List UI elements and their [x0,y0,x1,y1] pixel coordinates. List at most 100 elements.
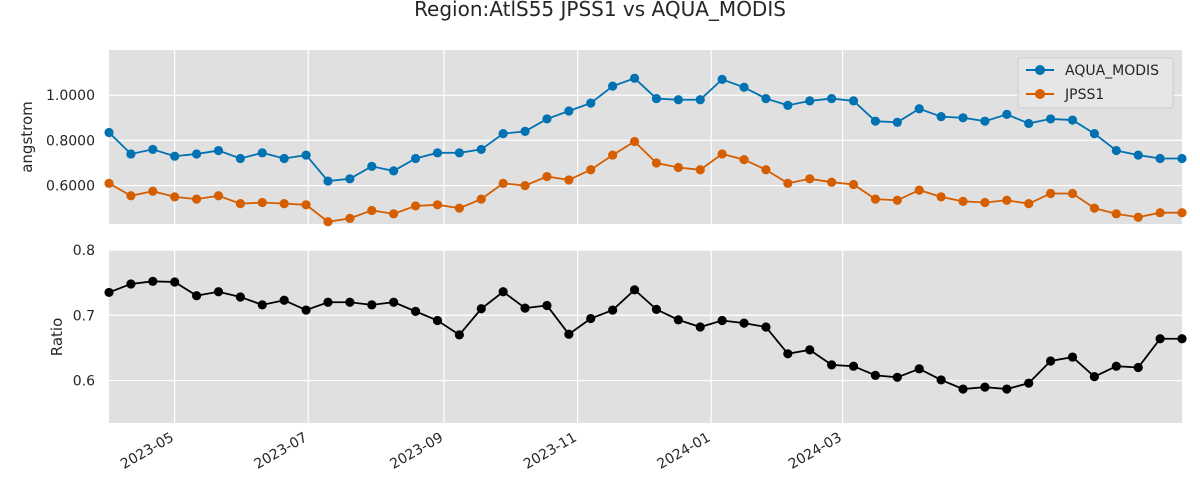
top-point-jpss1 [410,201,421,211]
top-point-aqua-modis [104,127,114,138]
top-point-jpss1 [1002,195,1012,205]
top-point-aqua-modis [892,117,902,127]
x-tick-label: 2023-11 [521,430,580,473]
top-point-jpss1 [695,165,705,175]
bottom-point-ratio [1046,356,1056,366]
top-point-jpss1 [520,180,530,191]
bottom-point-ratio [257,300,267,310]
top-point-aqua-modis [1046,114,1056,124]
top-point-jpss1 [170,192,180,202]
bottom-y-axis-label: Ratio [48,318,66,357]
top-point-jpss1 [432,200,443,210]
bottom-plot-background [109,250,1182,423]
top-point-jpss1 [257,197,267,208]
top-point-jpss1 [104,178,114,188]
bottom-point-ratio [367,300,377,310]
top-point-jpss1 [564,175,574,185]
x-tick-label: 2024-01 [655,430,714,473]
bottom-y-ticks: 0.6 0.7 0.8 [73,243,95,390]
top-point-jpss1 [980,197,990,208]
top-point-aqua-modis [739,82,749,92]
top-point-aqua-modis [827,93,837,104]
x-tick-label: 2023-05 [118,430,177,473]
top-point-aqua-modis [717,74,727,84]
top-point-jpss1 [1133,212,1143,222]
top-point-aqua-modis [936,112,946,122]
bottom-point-ratio [476,304,486,314]
bottom-point-ratio [1111,361,1121,371]
bottom-point-ratio [170,277,180,287]
top-point-jpss1 [1046,188,1056,199]
bottom-point-ratio [651,304,662,315]
top-point-aqua-modis [958,113,968,123]
top-point-aqua-modis [870,116,881,126]
top-point-aqua-modis [1177,153,1187,164]
bottom-point-ratio [914,364,924,374]
top-y-tick-label: 1.0000 [46,88,95,104]
top-point-aqua-modis [235,153,245,164]
bottom-point-ratio [213,287,224,297]
bottom-point-ratio [454,330,464,340]
x-tick-label: 2023-09 [387,430,446,473]
top-point-aqua-modis [586,98,596,108]
bottom-y-tick-label: 0.7 [73,308,95,324]
top-point-jpss1 [476,194,486,204]
top-point-jpss1 [542,171,552,182]
top-point-aqua-modis [542,114,552,124]
bottom-point-ratio [410,306,421,316]
bottom-point-ratio [235,292,245,302]
top-point-aqua-modis [126,149,136,159]
top-point-aqua-modis [191,149,202,159]
bottom-point-ratio [191,291,202,301]
bottom-y-tick-label: 0.6 [73,374,95,390]
bottom-point-ratio [608,305,618,315]
top-point-aqua-modis [520,126,530,136]
top-point-jpss1 [827,177,837,187]
legend: AQUA_MODIS JPSS1 [1017,57,1174,109]
bottom-point-ratio [1067,352,1078,362]
top-point-jpss1 [1111,209,1121,219]
bottom-point-ratio [520,303,530,313]
top-point-aqua-modis [1002,109,1012,120]
bottom-point-ratio [301,305,311,315]
legend-marker-jpss1 [1035,89,1045,99]
top-point-aqua-modis [564,106,574,116]
top-y-tick-label: 0.6000 [46,179,95,195]
bottom-point-ratio [980,382,990,392]
top-point-jpss1 [389,209,399,219]
bottom-point-ratio [761,322,771,332]
top-point-aqua-modis [783,100,793,110]
top-point-aqua-modis [498,129,508,139]
bottom-point-ratio [104,287,114,298]
x-tick-label: 2023-07 [252,430,311,473]
bottom-series [104,276,1187,394]
top-point-jpss1 [914,185,924,195]
top-point-aqua-modis [389,166,399,176]
bottom-point-ratio [1177,334,1187,344]
bottom-point-ratio [345,297,355,307]
top-point-aqua-modis [213,145,224,156]
top-point-jpss1 [1177,208,1187,218]
top-point-aqua-modis [257,148,267,158]
top-plot-background [109,50,1182,224]
top-point-jpss1 [1155,208,1165,218]
top-point-jpss1 [345,213,355,223]
top-point-aqua-modis [1024,118,1034,129]
top-point-jpss1 [454,203,464,213]
bottom-point-ratio [586,313,596,324]
top-point-jpss1 [717,149,727,159]
top-point-aqua-modis [1089,129,1100,139]
top-point-aqua-modis [848,96,859,106]
top-point-jpss1 [1024,199,1034,209]
top-point-jpss1 [761,165,771,175]
bottom-point-ratio [783,349,793,359]
bottom-point-ratio [1133,362,1143,373]
bottom-point-ratio [323,297,333,307]
top-point-jpss1 [367,205,377,216]
legend-marker-aqua-modis [1035,65,1045,75]
legend-label-aqua-modis: AQUA_MODIS [1065,63,1159,79]
top-point-jpss1 [608,150,618,160]
bottom-point-ratio [695,322,705,332]
